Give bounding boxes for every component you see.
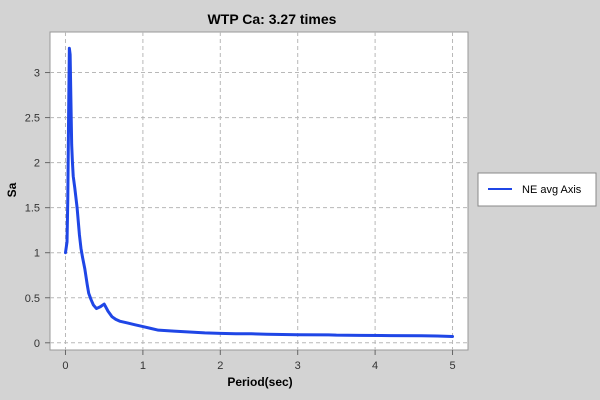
x-tick-label-0: 0 bbox=[62, 360, 68, 372]
chart-title: WTP Ca: 3.27 times bbox=[208, 11, 337, 27]
x-tick-label-2: 2 bbox=[217, 360, 223, 372]
y-tick-label-0: 0 bbox=[34, 338, 40, 350]
y-axis-ticks: 0 0.5 1 1.5 2 2.5 3 bbox=[25, 68, 50, 350]
plot-area bbox=[49, 31, 469, 351]
y-tick-label-2: 1 bbox=[34, 248, 40, 260]
series-line-0 bbox=[63, 46, 455, 338]
y-tick-label-5: 2.5 bbox=[25, 113, 40, 125]
grid bbox=[50, 32, 468, 350]
x-axis-ticks: 0 1 2 3 4 5 bbox=[62, 350, 456, 372]
y-tick-label-6: 3 bbox=[34, 68, 40, 80]
y-axis-label: Sa bbox=[5, 182, 19, 197]
series-group bbox=[63, 46, 455, 338]
x-tick-label-3: 3 bbox=[295, 360, 301, 372]
y-tick-label-3: 1.5 bbox=[25, 203, 40, 215]
x-tick-label-1: 1 bbox=[140, 360, 146, 372]
y-tick-label-1: 0.5 bbox=[25, 293, 40, 305]
legend: NE avg Axis bbox=[477, 172, 597, 207]
x-axis-label: Period(sec) bbox=[227, 375, 292, 389]
legend-label: NE avg Axis bbox=[522, 184, 582, 196]
x-tick-label-5: 5 bbox=[449, 360, 455, 372]
y-tick-label-4: 2 bbox=[34, 158, 40, 170]
x-tick-label-4: 4 bbox=[372, 360, 378, 372]
